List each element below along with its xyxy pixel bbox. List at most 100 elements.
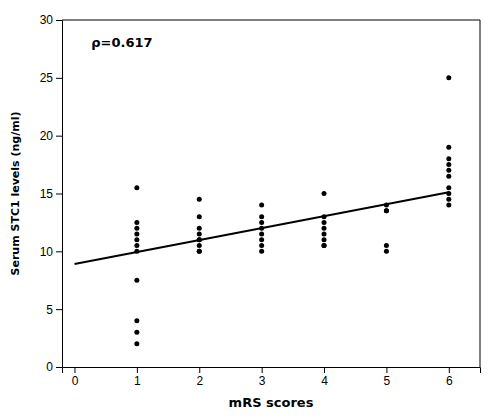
point — [259, 249, 264, 254]
point — [197, 231, 202, 236]
point — [134, 237, 139, 242]
tick: 25 — [40, 71, 62, 85]
point — [446, 197, 451, 202]
point — [197, 214, 202, 219]
point — [134, 330, 139, 335]
point — [446, 156, 451, 161]
point — [134, 231, 139, 236]
tick-mark — [56, 251, 62, 252]
plot-area: 0 1 2 3 4 5 6 0 5 10 15 20 25 30 ρ=0.617 — [40, 13, 481, 387]
tick-label: 10 — [40, 245, 54, 259]
point — [446, 185, 451, 190]
y-axis: 0 5 10 15 20 25 30 — [40, 13, 63, 374]
tick: 5 — [384, 367, 391, 388]
tick-mark — [56, 194, 62, 195]
x-axis-title: mRS scores — [229, 395, 314, 410]
point — [446, 75, 451, 80]
tick-mark — [74, 367, 75, 373]
point — [197, 243, 202, 248]
point — [384, 208, 389, 213]
tick-label: 1 — [134, 374, 141, 388]
tick: 6 — [446, 367, 453, 388]
tick-mark — [449, 367, 450, 373]
point — [322, 237, 327, 242]
tick-label: 25 — [40, 71, 54, 85]
point — [322, 191, 327, 196]
points — [134, 75, 451, 346]
tick: 3 — [259, 367, 266, 388]
point — [322, 220, 327, 225]
tick-mark — [56, 136, 62, 137]
tick-label: 0 — [46, 360, 53, 374]
tick: 0 — [46, 360, 62, 374]
point — [259, 237, 264, 242]
annotation: ρ=0.617 — [91, 35, 152, 50]
point — [197, 249, 202, 254]
tick: 1 — [134, 367, 141, 388]
point — [134, 318, 139, 323]
point — [259, 231, 264, 236]
tick-label: 2 — [196, 374, 203, 388]
tick-label: 30 — [40, 13, 54, 27]
point — [259, 214, 264, 219]
tick-label: 5 — [384, 374, 391, 388]
point — [384, 208, 389, 213]
tick: 15 — [40, 187, 62, 201]
tick: 10 — [40, 245, 62, 259]
tick-mark — [137, 367, 138, 373]
point — [384, 249, 389, 254]
point — [134, 341, 139, 346]
tick: 4 — [321, 367, 328, 388]
point — [197, 197, 202, 202]
point — [446, 174, 451, 179]
point — [322, 243, 327, 248]
point — [259, 203, 264, 208]
frame-line — [62, 20, 480, 21]
point — [259, 243, 264, 248]
point — [384, 243, 389, 248]
tick-mark — [56, 309, 62, 310]
tick-label: 4 — [321, 374, 328, 388]
point — [446, 168, 451, 173]
tick-label: 3 — [259, 374, 266, 388]
tick-mark — [386, 367, 387, 373]
tick: 20 — [40, 129, 62, 143]
tick-mark — [199, 367, 200, 373]
tick: 5 — [46, 303, 62, 317]
point — [322, 226, 327, 231]
tick-mark — [324, 367, 325, 373]
x-axis: 0 1 2 3 4 5 6 — [63, 367, 481, 388]
point — [134, 278, 139, 283]
tick-mark — [262, 367, 263, 373]
point — [446, 203, 451, 208]
axis-line — [56, 21, 63, 368]
tick-label: 20 — [40, 129, 54, 143]
tick: 2 — [196, 367, 203, 388]
regression-line — [74, 192, 448, 264]
tick-mark — [56, 367, 62, 368]
point — [134, 226, 139, 231]
tick: 30 — [40, 13, 62, 27]
axis-line — [63, 368, 481, 374]
tick-label: 6 — [446, 374, 453, 388]
point — [197, 249, 202, 254]
frame-line — [480, 20, 481, 367]
tick-label: 0 — [72, 374, 79, 388]
point — [197, 226, 202, 231]
tick-mark — [56, 78, 62, 79]
tick-label: 5 — [46, 303, 53, 317]
tick: 0 — [72, 367, 79, 388]
point — [322, 231, 327, 236]
point — [134, 220, 139, 225]
marks — [74, 75, 451, 346]
chart: 0 1 2 3 4 5 6 0 5 10 15 20 25 30 ρ=0.617 mRS scores Seru… — [0, 0, 500, 419]
point — [259, 220, 264, 225]
point — [322, 243, 327, 248]
tick-mark — [56, 20, 62, 21]
point — [446, 162, 451, 167]
point — [134, 243, 139, 248]
point — [134, 185, 139, 190]
point — [446, 145, 451, 150]
y-axis-title: Serum STC1 levels (ng/ml) — [9, 112, 22, 276]
tick-label: 15 — [40, 187, 54, 201]
